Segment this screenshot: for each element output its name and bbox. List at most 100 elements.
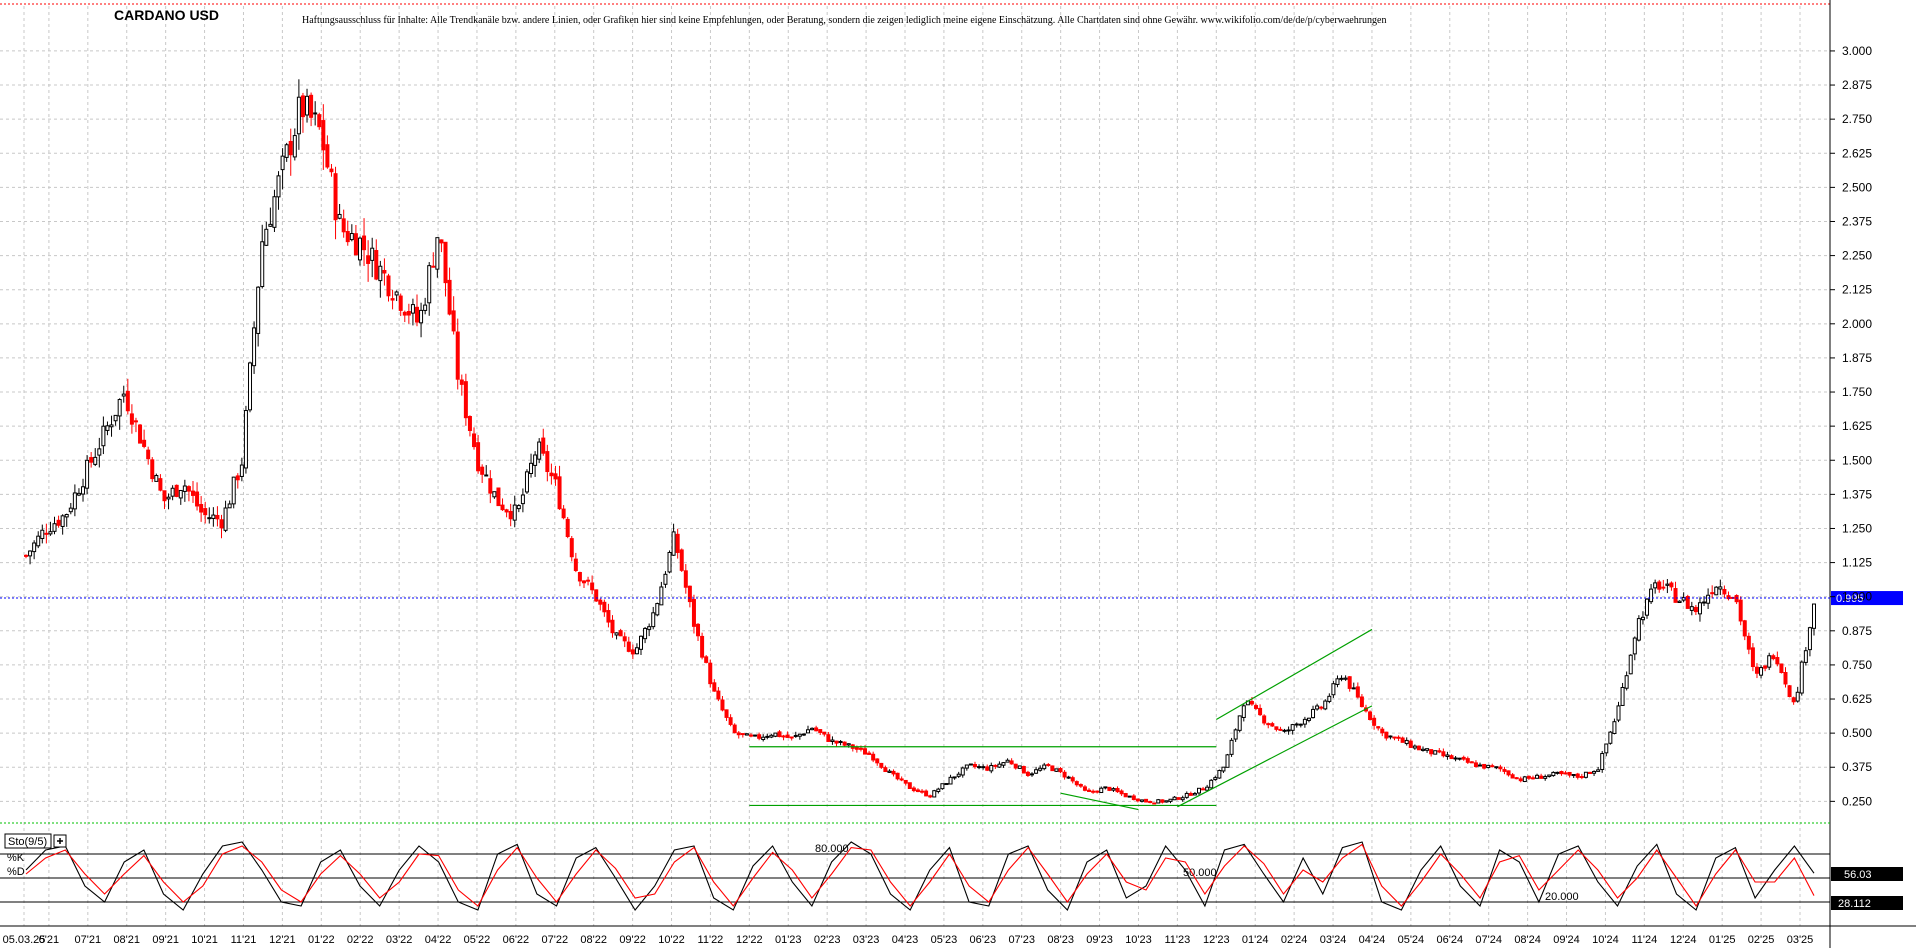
candle-body — [1241, 705, 1246, 718]
candle-body — [659, 586, 664, 606]
y-tick-label: 1.750 — [1842, 385, 1872, 399]
candle-body — [93, 456, 98, 465]
y-tick-label: 0.625 — [1842, 692, 1872, 706]
candle-body — [871, 753, 876, 761]
candle-body — [997, 763, 1002, 768]
candle-body — [1412, 745, 1417, 749]
indicator-label-box[interactable] — [4, 833, 52, 849]
candle-body — [952, 776, 957, 779]
candle-body — [1233, 729, 1238, 740]
candle-body — [899, 778, 904, 781]
candle-body — [643, 627, 648, 640]
candle-body — [1319, 706, 1324, 709]
x-tick-label: 08'24 — [1514, 934, 1541, 946]
candle-body — [1103, 786, 1108, 789]
candle-body — [818, 729, 823, 733]
candle-body — [443, 241, 448, 284]
candle-body — [732, 724, 737, 734]
candle-body — [1188, 792, 1193, 796]
candle-body — [305, 95, 310, 116]
candle-body — [36, 535, 41, 547]
candle-body — [879, 762, 884, 768]
candle-body — [1388, 735, 1393, 738]
candle-body — [488, 478, 493, 494]
candle-body — [981, 766, 986, 769]
candle-body — [1323, 700, 1328, 710]
candle-body — [1775, 657, 1780, 665]
candle-body — [977, 766, 982, 769]
candle-body — [1421, 748, 1426, 751]
candle-body — [1473, 762, 1478, 768]
candle-body — [207, 517, 212, 520]
candle-body — [1514, 777, 1519, 780]
candle-body — [1380, 728, 1385, 734]
candle-body — [573, 558, 578, 572]
x-tick-label: 09'23 — [1086, 934, 1113, 946]
candle-body — [639, 635, 644, 650]
candle-body — [1311, 708, 1316, 719]
candle-body — [1596, 769, 1601, 772]
candle-body — [989, 764, 994, 772]
x-tick-label: 09'24 — [1553, 934, 1580, 946]
current-price-badge — [1831, 591, 1903, 606]
candle-body — [1759, 667, 1764, 676]
candle-body — [1567, 771, 1572, 776]
candle-body — [1697, 602, 1702, 615]
candle-body — [1078, 784, 1083, 787]
candle-body — [459, 379, 464, 385]
stoch-k-line — [25, 841, 1815, 911]
candle-body — [569, 538, 574, 558]
time-axis-ticks: 05.03.256'21 07'21 08'21 09'21 10'21 11'21 12'… — [3, 934, 1814, 946]
candle-body — [117, 399, 122, 417]
candle-body — [1021, 766, 1026, 774]
candle-body — [785, 734, 790, 738]
candle-body — [944, 783, 949, 786]
candle-body — [972, 764, 977, 768]
candle-body — [911, 787, 916, 792]
candle-body — [203, 508, 208, 516]
candle-body — [1156, 799, 1161, 804]
candle-body — [1376, 726, 1381, 729]
x-tick-label: 11'23 — [1165, 934, 1191, 946]
candle-body — [166, 496, 171, 500]
candle-body — [40, 529, 45, 539]
candle-body — [1070, 777, 1075, 782]
candle-body — [1433, 750, 1438, 755]
candle-body — [1795, 691, 1800, 702]
candle-body — [333, 173, 338, 221]
plus-icon[interactable] — [53, 834, 67, 848]
candle-body — [1559, 771, 1564, 775]
candle-body — [1482, 763, 1487, 769]
candle-body — [834, 740, 839, 744]
candle-body — [1624, 675, 1629, 689]
price-axis-ticks: 3.000 2.875 2.750 2.625 2.500 2.375 2.250 2.125… — [1830, 44, 1872, 808]
x-tick-label: 03'25 — [1787, 934, 1814, 946]
candle-body — [1339, 677, 1344, 680]
candle-body — [964, 764, 969, 769]
candle-body — [1119, 790, 1124, 795]
candle-body — [781, 735, 786, 738]
candle-body — [1722, 588, 1727, 595]
candle-body — [993, 764, 998, 767]
candle-body — [1457, 757, 1462, 760]
candle-body — [64, 513, 69, 518]
candle-body — [1180, 797, 1185, 801]
candle-body — [1461, 756, 1466, 760]
x-tick-label: 04'22 — [425, 934, 452, 946]
candle-body — [858, 747, 863, 750]
candle-body — [186, 486, 191, 492]
y-tick-label: 1.000 — [1842, 590, 1872, 604]
candle-body — [1563, 772, 1568, 775]
candle-body — [1127, 795, 1132, 798]
candle-body — [875, 758, 880, 764]
candle-body — [716, 690, 721, 700]
candle-body — [1099, 787, 1104, 794]
x-tick-label: 10'21 — [191, 934, 218, 946]
candle-body — [891, 770, 896, 775]
candle-body — [565, 518, 570, 538]
candle-body — [512, 504, 517, 521]
candle-body — [594, 589, 599, 602]
candle-body — [1050, 765, 1055, 772]
candle-body — [44, 532, 49, 535]
candle-body — [1779, 663, 1784, 674]
